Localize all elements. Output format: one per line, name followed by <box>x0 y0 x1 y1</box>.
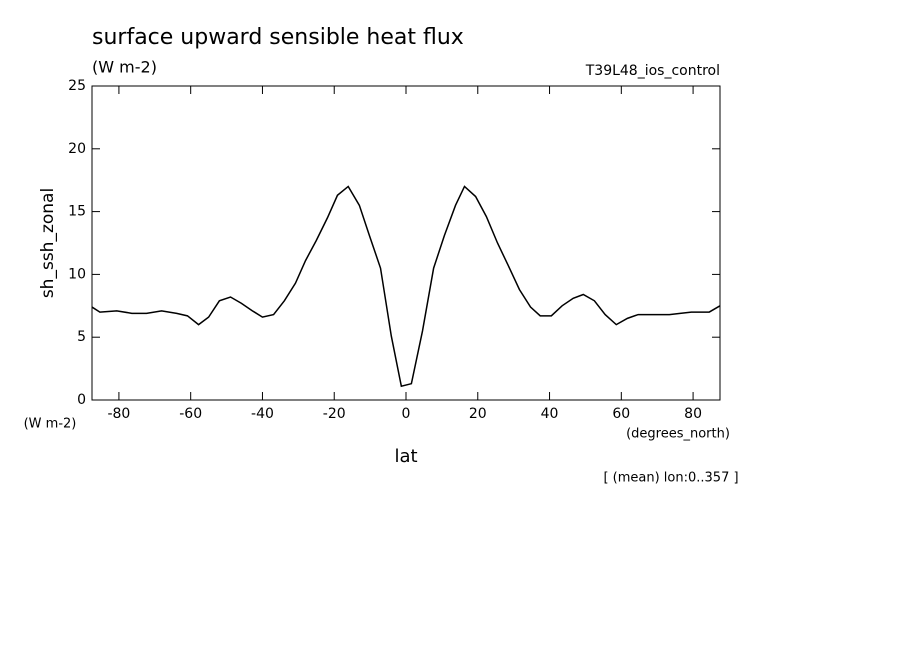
x-tick-label: 0 <box>402 406 411 422</box>
y-tick-label: 5 <box>77 329 86 345</box>
x-tick-label: -80 <box>107 406 130 422</box>
y-axis-label: sh_ssh_zonal <box>38 188 58 298</box>
y-units: (W m-2) <box>24 417 77 432</box>
plot-frame <box>91 85 721 401</box>
subtitle: (W m-2) <box>92 58 157 77</box>
y-tick-label: 10 <box>68 266 86 282</box>
x-tick-label: 40 <box>541 406 559 422</box>
x-tick-label: -60 <box>179 406 202 422</box>
x-tick-label: 20 <box>469 406 487 422</box>
x-units: (degrees_north) <box>626 427 730 442</box>
y-tick-label: 0 <box>77 392 86 408</box>
annotation: T39L48_ios_control <box>585 63 720 79</box>
x-axis-label: lat <box>394 446 417 467</box>
x-tick-label: 80 <box>684 406 702 422</box>
footnote: [ (mean) lon:0..357 ] <box>603 471 738 486</box>
y-tick-label: 20 <box>68 141 86 157</box>
x-tick-label: -20 <box>323 406 346 422</box>
x-tick-label: -40 <box>251 406 274 422</box>
y-tick-label: 25 <box>68 78 86 94</box>
data-line <box>91 185 721 388</box>
chart-title: surface upward sensible heat flux <box>92 25 464 50</box>
x-tick-label: 60 <box>612 406 630 422</box>
y-tick-label: 15 <box>68 204 86 220</box>
